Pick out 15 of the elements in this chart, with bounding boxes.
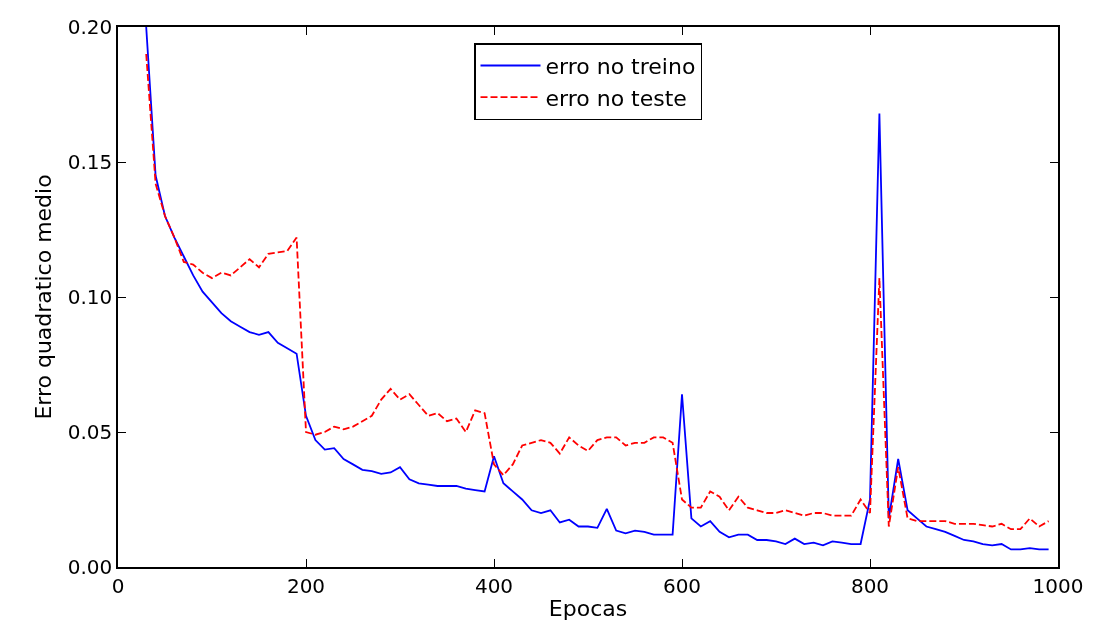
- y-tick-label: 0.10: [67, 285, 113, 309]
- x-tick-label: 800: [850, 573, 890, 598]
- legend-label: erro no treino: [545, 54, 696, 80]
- x-tick-label: 400: [474, 573, 514, 598]
- y-tick-label: 0.20: [67, 15, 113, 39]
- x-tick-label: 1000: [1032, 573, 1084, 598]
- x-tick-label: 600: [662, 573, 702, 598]
- y-tick-label: 0.00: [67, 555, 113, 579]
- x-tick-label: 0: [111, 573, 125, 598]
- y-axis-title: Erro quadratico medio: [31, 174, 57, 420]
- x-axis-title: Epocas: [548, 596, 628, 622]
- y-tick-label: 0.05: [67, 420, 113, 444]
- legend-label: erro no teste: [545, 85, 687, 111]
- x-tick-label: 200: [286, 573, 326, 598]
- y-tick-label: 0.15: [67, 150, 113, 174]
